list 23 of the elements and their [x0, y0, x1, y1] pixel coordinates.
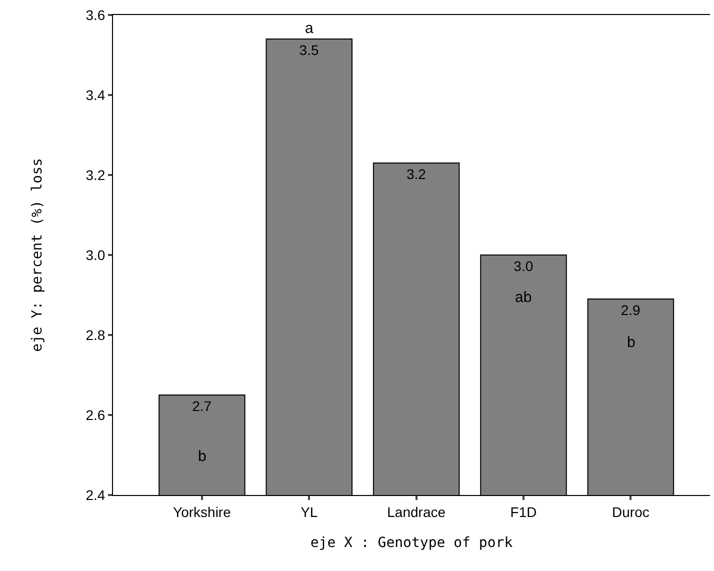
data-label: 2.7 — [192, 398, 212, 414]
text: 3.2 — [86, 166, 106, 183]
data-label: 2.9 — [620, 302, 641, 318]
x-tick-label: Duroc — [612, 504, 650, 520]
text: 2.4 — [86, 486, 106, 503]
x-tick-label: F1D — [510, 504, 537, 520]
annotation: b — [198, 448, 206, 465]
data-label: 3.0 — [514, 258, 534, 274]
annotation: ab — [515, 289, 532, 306]
data-label: 3.5 — [299, 42, 319, 58]
x-axis-title: eje X : Genotype of pork — [310, 535, 514, 552]
annotation: b — [627, 334, 636, 351]
x-tick-label: Landrace — [387, 504, 446, 520]
text: 3.0 — [86, 246, 106, 263]
annotation: a — [305, 20, 314, 37]
text: 3.6 — [86, 6, 106, 23]
text: 3.4 — [86, 86, 106, 103]
text: 2.6 — [86, 406, 106, 423]
text: 2.8 — [86, 326, 106, 343]
y-axis-title: eje Y: percent (%) loss — [29, 158, 46, 352]
x-tick-label: YL — [300, 504, 318, 520]
x-tick-label: Yorkshire — [173, 504, 232, 520]
data-label: 3.2 — [406, 166, 426, 182]
